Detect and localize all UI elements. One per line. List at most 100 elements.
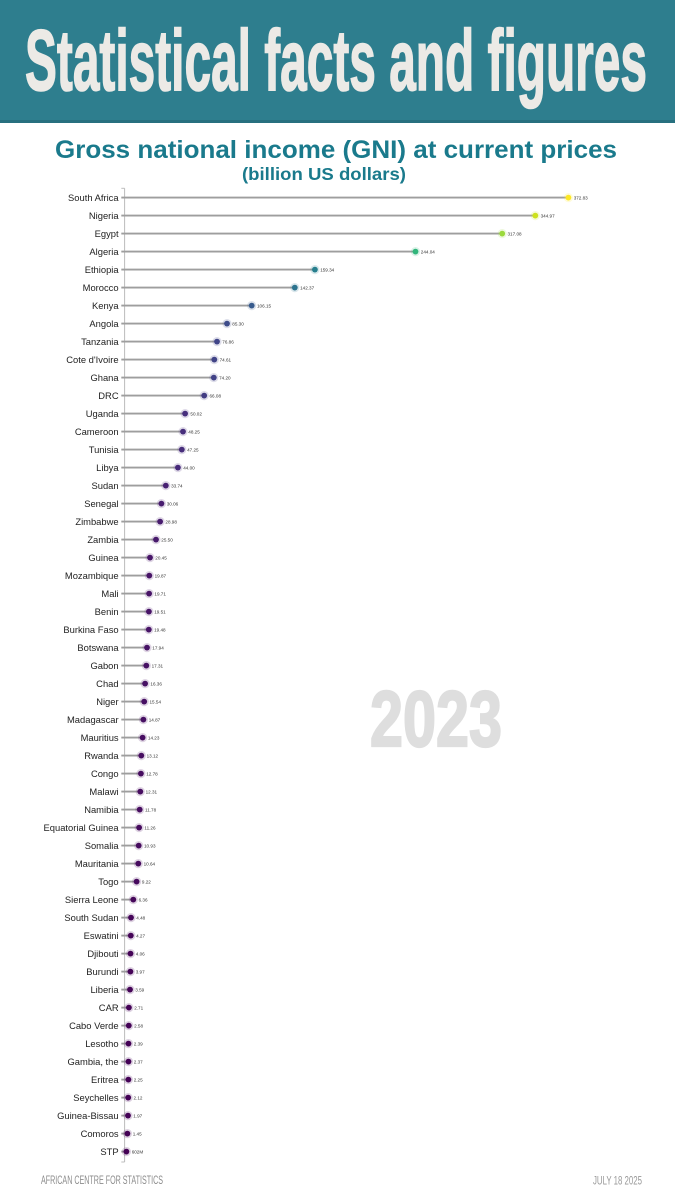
svg-text:19.87: 19.87	[155, 573, 167, 578]
svg-text:2.37: 2.37	[134, 1059, 143, 1064]
svg-text:Guinea: Guinea	[88, 552, 119, 563]
svg-text:Somalia: Somalia	[85, 840, 120, 851]
svg-text:Burundi: Burundi	[86, 966, 118, 977]
svg-text:Ethiopia: Ethiopia	[85, 264, 120, 275]
svg-text:Libya: Libya	[96, 462, 119, 473]
svg-text:15.54: 15.54	[150, 699, 162, 704]
svg-text:2023: 2023	[370, 675, 502, 763]
svg-text:Cote d'Ivoire: Cote d'Ivoire	[66, 354, 118, 365]
svg-text:Djibouti: Djibouti	[87, 948, 118, 959]
svg-text:STP: STP	[100, 1146, 118, 1157]
svg-text:Burkina Faso: Burkina Faso	[63, 624, 118, 635]
svg-text:74.61: 74.61	[220, 357, 232, 362]
svg-text:Algeria: Algeria	[89, 246, 119, 257]
svg-text:2.58: 2.58	[134, 1023, 143, 1028]
svg-text:Nigeria: Nigeria	[89, 210, 119, 221]
svg-text:Statistical facts and figures: Statistical facts and figures	[25, 13, 647, 109]
svg-text:Gambia, the: Gambia, the	[68, 1056, 119, 1067]
svg-text:Malawi: Malawi	[89, 786, 118, 797]
svg-text:12.31: 12.31	[146, 789, 158, 794]
svg-text:16.36: 16.36	[150, 681, 162, 686]
svg-text:66.08: 66.08	[210, 393, 222, 398]
svg-text:Rwanda: Rwanda	[84, 750, 119, 761]
svg-text:DRC: DRC	[98, 390, 119, 401]
svg-text:Ghana: Ghana	[90, 372, 119, 383]
svg-text:2.71: 2.71	[134, 1005, 143, 1010]
svg-text:14.87: 14.87	[149, 717, 161, 722]
svg-text:19.71: 19.71	[154, 591, 166, 596]
svg-text:Namibia: Namibia	[84, 804, 119, 815]
svg-text:13.12: 13.12	[147, 753, 159, 758]
svg-text:Gabon: Gabon	[90, 660, 118, 671]
svg-text:2.39: 2.39	[134, 1041, 143, 1046]
svg-text:Mali: Mali	[101, 588, 118, 599]
svg-text:Congo: Congo	[91, 768, 119, 779]
svg-text:Comoros: Comoros	[81, 1128, 119, 1139]
svg-text:Kenya: Kenya	[92, 300, 119, 311]
svg-text:106.15: 106.15	[257, 303, 271, 308]
svg-text:19.48: 19.48	[154, 627, 166, 632]
svg-text:Guinea-Bissau: Guinea-Bissau	[57, 1110, 119, 1121]
svg-text:Lesotho: Lesotho	[85, 1038, 118, 1049]
svg-text:344.97: 344.97	[541, 213, 555, 218]
svg-text:6.36: 6.36	[139, 897, 148, 902]
svg-text:Benin: Benin	[95, 606, 119, 617]
svg-text:4.27: 4.27	[136, 933, 145, 938]
svg-text:11.78: 11.78	[145, 807, 157, 812]
svg-text:159.34: 159.34	[320, 267, 334, 272]
svg-text:Cabo Verde: Cabo Verde	[69, 1020, 119, 1031]
svg-text:South Sudan: South Sudan	[64, 912, 118, 923]
svg-text:317.08: 317.08	[508, 231, 522, 236]
svg-text:25.50: 25.50	[161, 537, 173, 542]
svg-text:76.86: 76.86	[222, 339, 234, 344]
svg-text:74.20: 74.20	[219, 375, 231, 380]
svg-text:17.31: 17.31	[152, 663, 164, 668]
svg-text:602M: 602M	[132, 1149, 144, 1154]
svg-text:Mauritania: Mauritania	[75, 858, 120, 869]
svg-text:Gross national income (GNI) at: Gross national income (GNI) at current p…	[55, 136, 617, 164]
svg-text:3.97: 3.97	[136, 969, 145, 974]
svg-text:Eritrea: Eritrea	[91, 1074, 119, 1085]
svg-text:Morocco: Morocco	[83, 282, 119, 293]
svg-text:Sudan: Sudan	[91, 480, 118, 491]
svg-text:Liberia: Liberia	[90, 984, 119, 995]
svg-text:(billion US dollars): (billion US dollars)	[242, 164, 406, 184]
svg-text:47.25: 47.25	[187, 447, 199, 452]
svg-text:Cameroon: Cameroon	[75, 426, 119, 437]
svg-text:11.26: 11.26	[144, 825, 156, 830]
svg-text:CAR: CAR	[99, 1002, 119, 1013]
svg-text:Tunisia: Tunisia	[89, 444, 120, 455]
svg-text:85.30: 85.30	[232, 321, 244, 326]
svg-text:Seychelles: Seychelles	[73, 1092, 119, 1103]
svg-text:50.02: 50.02	[190, 411, 202, 416]
svg-text:2.12: 2.12	[134, 1095, 143, 1100]
svg-text:48.25: 48.25	[188, 429, 200, 434]
svg-text:JULY 18 2025: JULY 18 2025	[593, 1174, 642, 1188]
svg-text:33.74: 33.74	[171, 483, 183, 488]
svg-text:142.37: 142.37	[300, 285, 314, 290]
svg-text:Egypt: Egypt	[95, 228, 119, 239]
svg-text:4.48: 4.48	[136, 915, 145, 920]
svg-text:Chad: Chad	[96, 678, 118, 689]
svg-text:Zimbabwe: Zimbabwe	[75, 516, 118, 527]
svg-text:1.97: 1.97	[133, 1113, 142, 1118]
svg-text:Botswana: Botswana	[77, 642, 119, 653]
svg-text:Mauritius: Mauritius	[81, 732, 119, 743]
svg-text:Eswatini: Eswatini	[84, 930, 119, 941]
svg-text:1.45: 1.45	[133, 1131, 142, 1136]
svg-text:Uganda: Uganda	[86, 408, 120, 419]
svg-text:3.59: 3.59	[135, 987, 144, 992]
svg-text:Senegal: Senegal	[84, 498, 118, 509]
svg-text:Sierra Leone: Sierra Leone	[65, 894, 119, 905]
svg-text:Mozambique: Mozambique	[65, 570, 119, 581]
svg-text:30.06: 30.06	[167, 501, 179, 506]
svg-text:Angola: Angola	[89, 318, 119, 329]
svg-text:4.06: 4.06	[136, 951, 145, 956]
svg-text:372.83: 372.83	[574, 195, 588, 200]
svg-text:South Africa: South Africa	[68, 192, 119, 203]
svg-text:Tanzania: Tanzania	[81, 336, 119, 347]
svg-text:28.98: 28.98	[165, 519, 177, 524]
svg-text:AFRICAN CENTRE FOR STATISTICS: AFRICAN CENTRE FOR STATISTICS	[41, 1173, 163, 1187]
svg-text:20.45: 20.45	[155, 555, 167, 560]
svg-text:Equatorial Guinea: Equatorial Guinea	[44, 822, 120, 833]
